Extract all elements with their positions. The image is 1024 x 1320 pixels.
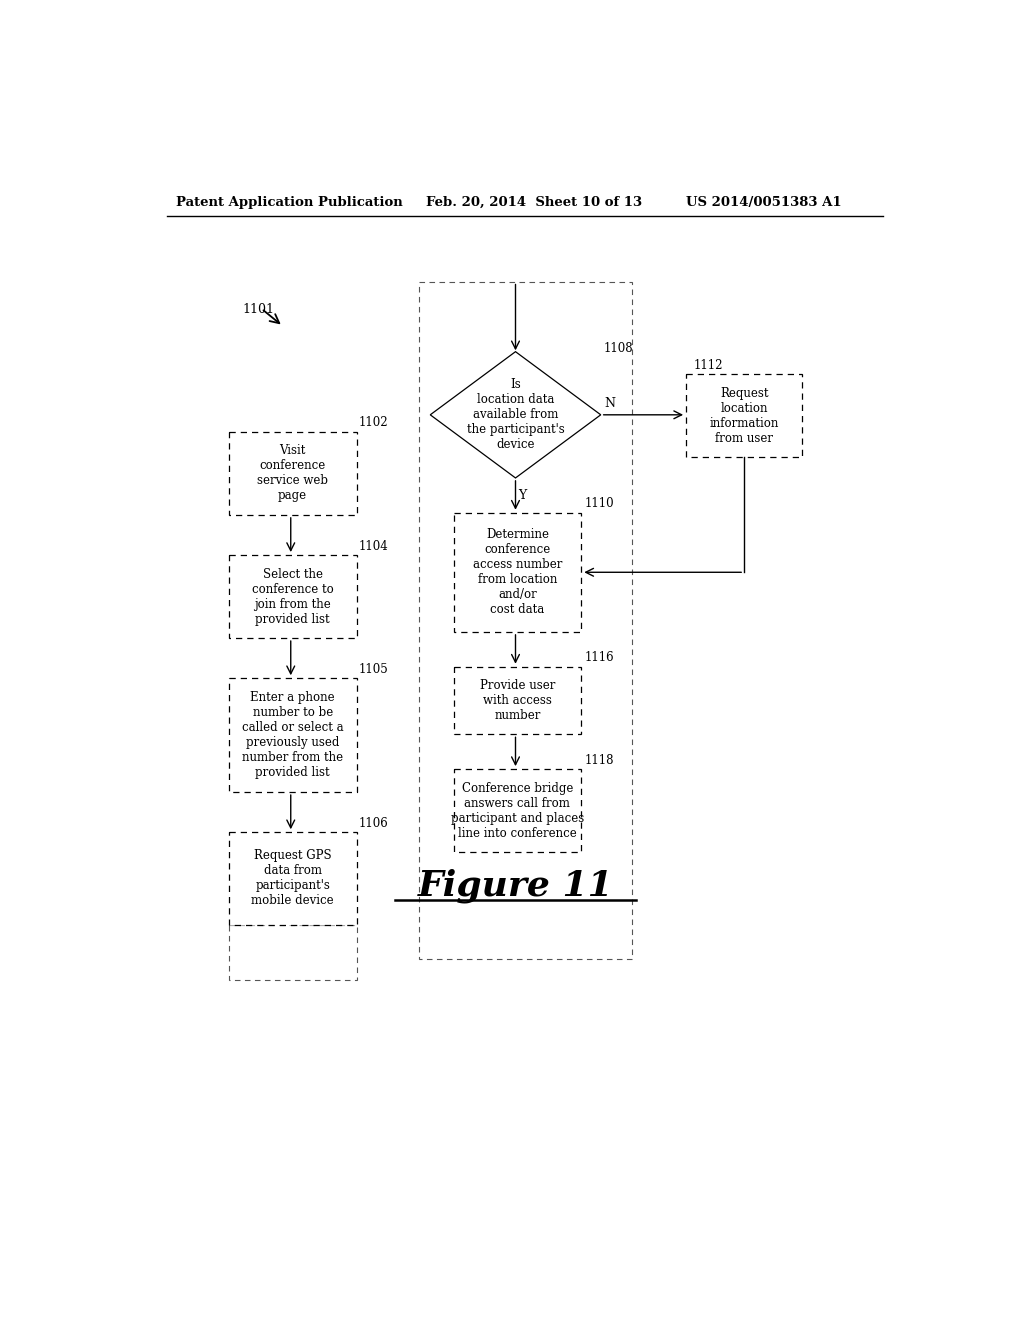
Text: Provide user
with access
number: Provide user with access number [480, 678, 555, 722]
Text: Figure 11: Figure 11 [418, 869, 613, 903]
FancyBboxPatch shape [228, 678, 356, 792]
Text: Is
location data
available from
the participant's
device: Is location data available from the part… [467, 379, 564, 451]
Text: Request GPS
data from
participant's
mobile device: Request GPS data from participant's mobi… [251, 849, 334, 907]
Text: Conference bridge
answers call from
participant and places
line into conference: Conference bridge answers call from part… [451, 781, 584, 840]
FancyBboxPatch shape [686, 374, 802, 457]
Polygon shape [430, 351, 601, 478]
Text: Enter a phone
number to be
called or select a
previously used
number from the
pr: Enter a phone number to be called or sel… [242, 692, 343, 779]
FancyBboxPatch shape [228, 832, 356, 924]
FancyBboxPatch shape [228, 432, 356, 515]
Text: Feb. 20, 2014  Sheet 10 of 13: Feb. 20, 2014 Sheet 10 of 13 [426, 195, 642, 209]
Text: Select the
conference to
join from the
provided list: Select the conference to join from the p… [252, 568, 334, 626]
Text: 1102: 1102 [358, 416, 388, 429]
Text: 1104: 1104 [358, 540, 388, 553]
Text: 1112: 1112 [693, 359, 723, 372]
Text: 1110: 1110 [585, 498, 614, 511]
FancyBboxPatch shape [454, 667, 582, 734]
Text: 1106: 1106 [358, 817, 388, 830]
Text: Y: Y [518, 488, 527, 502]
Text: N: N [604, 397, 614, 411]
Text: Determine
conference
access number
from location
and/or
cost data: Determine conference access number from … [473, 528, 562, 616]
FancyBboxPatch shape [228, 554, 356, 638]
Text: Patent Application Publication: Patent Application Publication [176, 195, 402, 209]
Text: 1105: 1105 [358, 663, 388, 676]
Text: 1101: 1101 [243, 304, 274, 317]
Text: 1108: 1108 [604, 342, 634, 355]
FancyBboxPatch shape [454, 512, 582, 632]
Text: 1116: 1116 [585, 651, 614, 664]
Text: US 2014/0051383 A1: US 2014/0051383 A1 [686, 195, 842, 209]
Text: Visit
conference
service web
page: Visit conference service web page [257, 445, 328, 503]
FancyBboxPatch shape [454, 770, 582, 853]
Text: 1118: 1118 [585, 754, 614, 767]
Text: Request
location
information
from user: Request location information from user [710, 387, 779, 445]
